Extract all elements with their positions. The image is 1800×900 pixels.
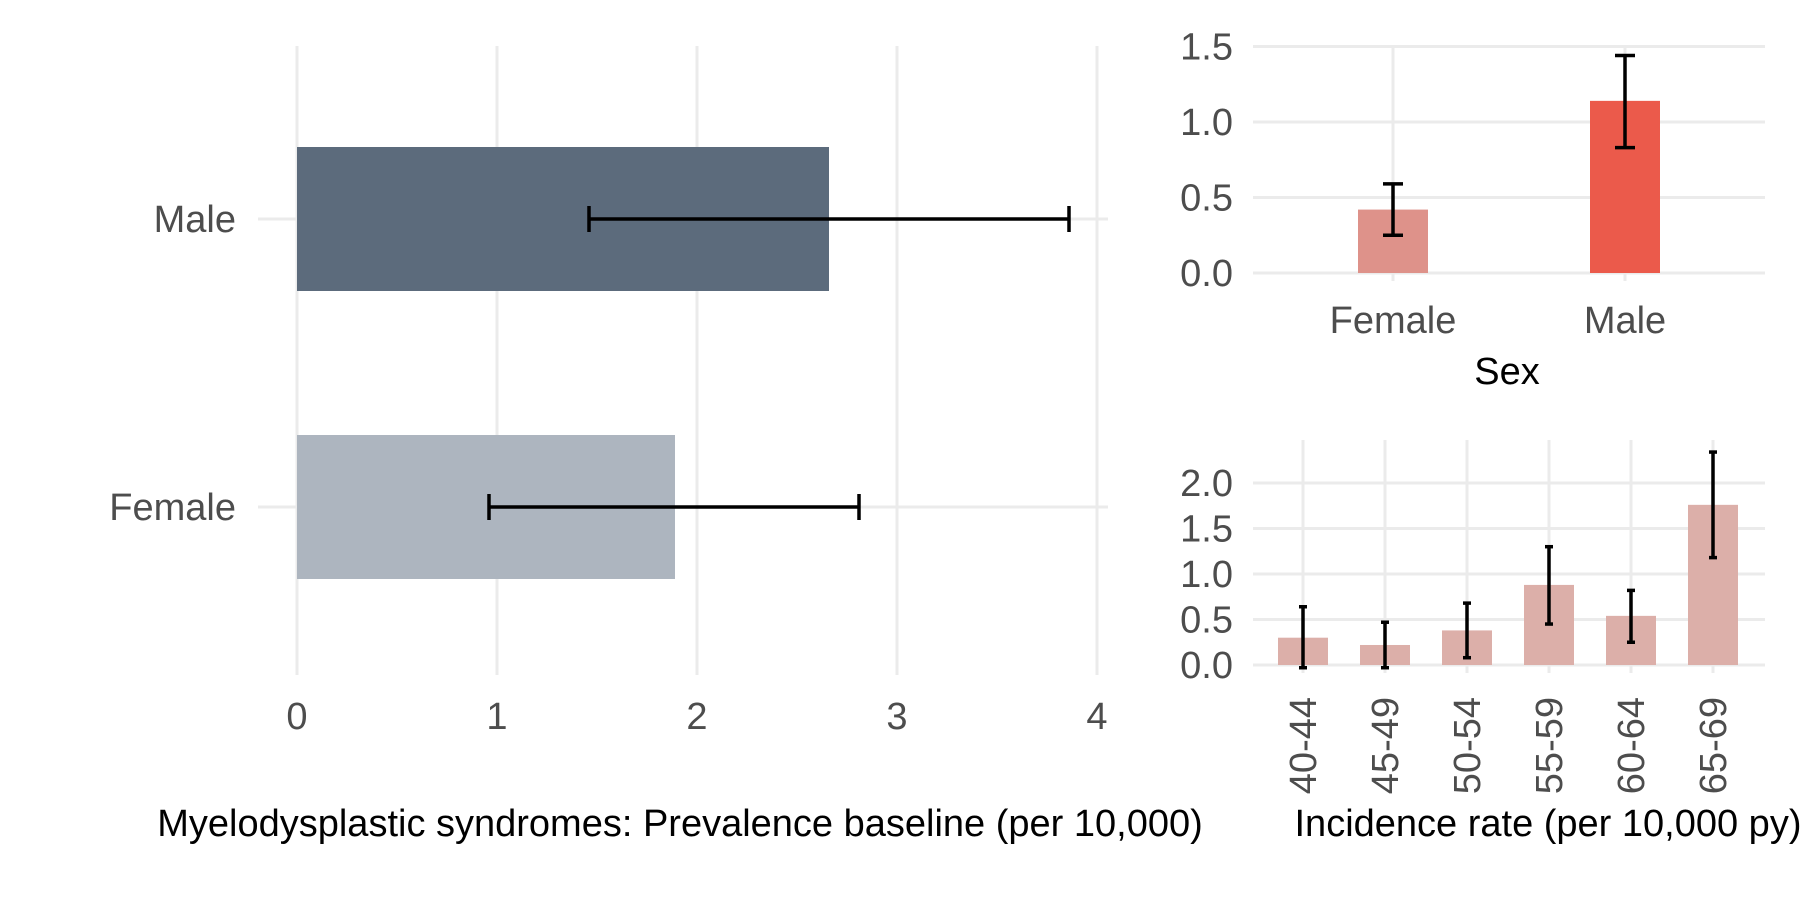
- prevalence-x-tick-label: 2: [686, 696, 707, 738]
- age-errorbar-55-59: [1545, 544, 1553, 626]
- age-y-tick-label: 1.0: [1180, 554, 1233, 596]
- sex-x-tick-label: Male: [1584, 300, 1666, 342]
- prevalence-x-tick-label: 4: [1086, 696, 1107, 738]
- age-y-tick-label: 1.5: [1180, 509, 1233, 551]
- mark-layer: [297, 53, 1738, 670]
- text-layer: Myelodysplastic syndromes: Prevalence ba…: [109, 27, 1800, 846]
- prevalence-errorbar-female: [487, 494, 861, 520]
- prevalence-x-tick-label: 0: [286, 696, 307, 738]
- sex-x-axis-title: Sex: [1474, 351, 1539, 393]
- age-x-axis-title: Incidence rate (per 10,000 py): [1295, 803, 1800, 845]
- age-errorbar-45-49: [1381, 620, 1389, 670]
- age-x-tick-label: 45-49: [1365, 697, 1407, 794]
- prevalence-x-tick-label: 1: [486, 696, 507, 738]
- sex-x-tick-label: Female: [1330, 300, 1457, 342]
- sex-y-tick-label: 1.0: [1180, 102, 1233, 144]
- prevalence-y-tick-label: Male: [154, 199, 236, 241]
- age-errorbar-65-69: [1709, 450, 1717, 560]
- age-x-tick-label: 60-64: [1611, 697, 1653, 794]
- age-x-tick-label: 65-69: [1693, 697, 1735, 794]
- sex-errorbar-male: [1615, 53, 1635, 150]
- age-y-tick-label: 0.5: [1180, 600, 1233, 642]
- prevalence-x-axis-title: Myelodysplastic syndromes: Prevalence ba…: [157, 803, 1203, 845]
- sex-y-tick-label: 0.0: [1180, 253, 1233, 295]
- age-errorbar-40-44: [1299, 605, 1307, 670]
- prevalence-y-tick-label: Female: [109, 487, 236, 529]
- age-x-tick-label: 40-44: [1283, 697, 1325, 794]
- prevalence-x-tick-label: 3: [886, 696, 907, 738]
- age-x-tick-label: 50-54: [1447, 697, 1489, 794]
- sex-errorbar-female: [1383, 182, 1403, 237]
- age-errorbar-60-64: [1627, 588, 1635, 644]
- sex-y-tick-label: 1.5: [1180, 27, 1233, 69]
- age-errorbar-50-54: [1463, 601, 1471, 660]
- prevalence-errorbar-male: [587, 206, 1071, 232]
- sex-y-tick-label: 0.5: [1180, 178, 1233, 220]
- age-y-tick-label: 2.0: [1180, 463, 1233, 505]
- age-x-tick-label: 55-59: [1529, 697, 1571, 794]
- age-y-tick-label: 0.0: [1180, 645, 1233, 687]
